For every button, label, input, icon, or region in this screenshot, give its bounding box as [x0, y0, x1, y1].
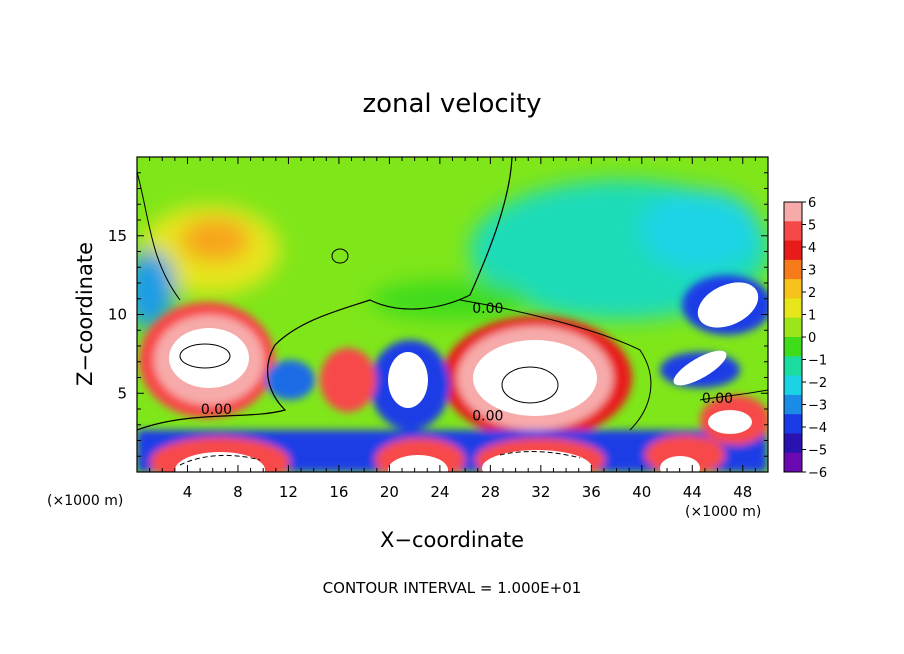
x-tick-label: 44 [683, 483, 702, 501]
colorbar-swatch [784, 356, 802, 377]
x-tick-label: 36 [582, 483, 601, 501]
velocity-field [137, 157, 768, 472]
y-axis-ticks: 5 10 15 [108, 172, 768, 457]
colorbar-swatch [784, 337, 802, 357]
colorbar-swatch [784, 433, 802, 454]
y-tick-label: 15 [108, 227, 127, 245]
colorbar-label: −5 [808, 444, 827, 459]
colorbar-swatch [784, 202, 802, 222]
colorbar-label: 5 [808, 219, 816, 234]
colorbar-swatch [784, 240, 802, 261]
colorbar-swatch [784, 279, 802, 299]
colorbar-label: −6 [808, 466, 827, 481]
x-unit-left: (×1000 m) [47, 493, 123, 509]
colorbar-swatch [784, 375, 802, 396]
colorbar-swatch [784, 317, 802, 338]
colorbar-label: −3 [808, 399, 827, 414]
x-tick-label: 8 [233, 483, 243, 501]
colorbar-label: 1 [808, 309, 816, 324]
colorbar-label: 4 [808, 241, 816, 256]
colorbar-label: −4 [808, 421, 827, 436]
colorbar-swatch [784, 414, 802, 434]
x-tick-label: 4 [183, 483, 193, 501]
colorbar-swatch [784, 394, 802, 415]
x-tick-label: 20 [380, 483, 399, 501]
contour-label: 0.00 [702, 391, 733, 407]
x-tick-label: 12 [279, 483, 298, 501]
contour-interval-footnote: CONTOUR INTERVAL = 1.000E+01 [323, 579, 582, 597]
x-axis-label: X−coordinate [380, 528, 524, 552]
colorbar-swatch [784, 452, 802, 473]
colorbar-label: 0 [808, 331, 816, 346]
contour-label: 0.00 [201, 402, 232, 418]
x-unit-right: (×1000 m) [685, 504, 761, 520]
colorbar-swatch [784, 221, 802, 242]
colorbar-label: −2 [808, 376, 827, 391]
x-tick-label: 48 [733, 483, 752, 501]
y-axis-label: Z−coordinate [73, 242, 97, 386]
contour-labels: 0.00 0.00 0.00 0.00 [201, 301, 733, 424]
contour-label: 0.00 [472, 408, 503, 424]
colorbar-swatch [784, 298, 802, 319]
y-tick-label: 5 [117, 384, 127, 402]
colorbar-label: −1 [808, 354, 827, 369]
x-tick-label: 40 [632, 483, 651, 501]
x-axis-ticks: 4 8 12 16 20 24 28 32 36 40 44 48 [149, 157, 756, 501]
x-tick-label: 24 [430, 483, 449, 501]
chart-title: zonal velocity [362, 89, 541, 119]
x-tick-label: 16 [329, 483, 348, 501]
contour-label: 0.00 [472, 301, 503, 317]
colorbar-label: 2 [808, 286, 816, 301]
colorbar-swatch [784, 259, 802, 280]
colorbar: 6 5 4 3 2 1 0 −1 −2 −3 −4 −5 −6 [783, 196, 827, 481]
colorbar-label: 3 [808, 264, 816, 279]
x-tick-label: 32 [531, 483, 550, 501]
x-tick-label: 28 [481, 483, 500, 501]
y-tick-label: 10 [108, 306, 127, 324]
colorbar-label: 6 [808, 196, 816, 211]
